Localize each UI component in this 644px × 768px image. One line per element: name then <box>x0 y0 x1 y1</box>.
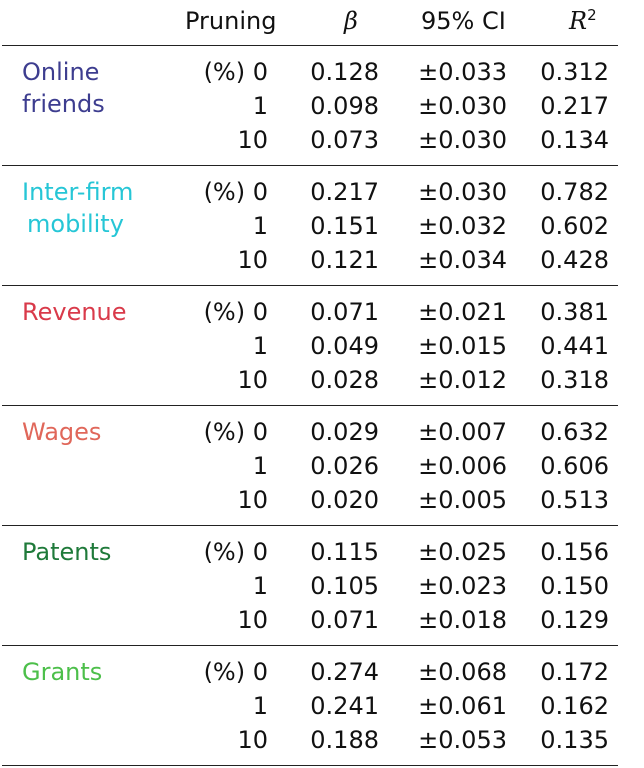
header-r2-superscript: 2 <box>587 6 597 24</box>
pruning-cell: 10 <box>237 486 268 514</box>
group-separator-rule <box>2 765 618 766</box>
group-label-line: Inter-firm <box>22 178 134 206</box>
ci-cell: ±0.030 <box>418 92 507 120</box>
header-r2-base: R <box>569 7 588 35</box>
pruning-cell: 1 <box>252 332 268 360</box>
beta-cell: 0.241 <box>310 692 379 720</box>
beta-cell: 0.071 <box>310 298 379 326</box>
beta-cell: 0.098 <box>310 92 379 120</box>
ci-cell: ±0.005 <box>418 486 507 514</box>
r2-cell: 0.428 <box>540 246 609 274</box>
group-label-line: Wages <box>22 418 102 446</box>
group-separator-rule <box>2 165 618 166</box>
beta-cell: 0.028 <box>310 366 379 394</box>
pruning-cell: 1 <box>252 452 268 480</box>
beta-cell: 0.274 <box>310 658 379 686</box>
beta-cell: 0.073 <box>310 126 379 154</box>
group-label-line: mobility <box>27 210 124 238</box>
ci-cell: ±0.007 <box>418 418 507 446</box>
r2-cell: 0.135 <box>540 726 609 754</box>
r2-cell: 0.513 <box>540 486 609 514</box>
ci-cell: ±0.032 <box>418 212 507 240</box>
header-pruning: Pruning <box>185 7 277 35</box>
r2-cell: 0.217 <box>540 92 609 120</box>
ci-cell: ±0.006 <box>418 452 507 480</box>
pruning-cell: (%) 0 <box>203 658 268 686</box>
beta-cell: 0.121 <box>310 246 379 274</box>
ci-cell: ±0.034 <box>418 246 507 274</box>
r2-cell: 0.441 <box>540 332 609 360</box>
ci-cell: ±0.023 <box>418 572 507 600</box>
pruning-cell: 1 <box>252 572 268 600</box>
ci-cell: ±0.015 <box>418 332 507 360</box>
header-ci: 95% CI <box>421 7 506 35</box>
pruning-cell: 10 <box>237 366 268 394</box>
r2-cell: 0.606 <box>540 452 609 480</box>
beta-cell: 0.049 <box>310 332 379 360</box>
r2-cell: 0.381 <box>540 298 609 326</box>
group-label-line: Patents <box>22 538 112 566</box>
group-label-line: Revenue <box>22 298 127 326</box>
pruning-cell: (%) 0 <box>203 418 268 446</box>
header-beta: β <box>344 7 358 35</box>
ci-cell: ±0.021 <box>418 298 507 326</box>
group-separator-rule <box>2 285 618 286</box>
ci-cell: ±0.030 <box>418 178 507 206</box>
group-label-line: Grants <box>22 658 103 686</box>
pruning-cell: 1 <box>252 92 268 120</box>
r2-cell: 0.312 <box>540 58 609 86</box>
header-r2: R2 <box>569 6 597 35</box>
pruning-cell: 10 <box>237 726 268 754</box>
r2-cell: 0.150 <box>540 572 609 600</box>
r2-cell: 0.782 <box>540 178 609 206</box>
beta-cell: 0.115 <box>310 538 379 566</box>
ci-cell: ±0.025 <box>418 538 507 566</box>
r2-cell: 0.162 <box>540 692 609 720</box>
r2-cell: 0.602 <box>540 212 609 240</box>
pruning-cell: 10 <box>237 126 268 154</box>
pruning-cell: (%) 0 <box>203 298 268 326</box>
pruning-cell: (%) 0 <box>203 538 268 566</box>
ci-cell: ±0.030 <box>418 126 507 154</box>
beta-cell: 0.151 <box>310 212 379 240</box>
group-separator-rule <box>2 405 618 406</box>
beta-cell: 0.029 <box>310 418 379 446</box>
ci-cell: ±0.061 <box>418 692 507 720</box>
beta-cell: 0.217 <box>310 178 379 206</box>
r2-cell: 0.632 <box>540 418 609 446</box>
group-label-line: Online <box>22 58 100 86</box>
beta-cell: 0.105 <box>310 572 379 600</box>
r2-cell: 0.134 <box>540 126 609 154</box>
ci-cell: ±0.012 <box>418 366 507 394</box>
ci-cell: ±0.068 <box>418 658 507 686</box>
r2-cell: 0.318 <box>540 366 609 394</box>
group-separator-rule <box>2 525 618 526</box>
pruning-cell: (%) 0 <box>203 178 268 206</box>
pruning-cell: 1 <box>252 692 268 720</box>
header-rule <box>2 45 618 46</box>
beta-cell: 0.128 <box>310 58 379 86</box>
pruning-cell: 1 <box>252 212 268 240</box>
pruning-cell: (%) 0 <box>203 58 268 86</box>
pruning-cell: 10 <box>237 606 268 634</box>
r2-cell: 0.129 <box>540 606 609 634</box>
group-label-line: friends <box>22 90 105 118</box>
r2-cell: 0.172 <box>540 658 609 686</box>
beta-cell: 0.071 <box>310 606 379 634</box>
beta-cell: 0.020 <box>310 486 379 514</box>
ci-cell: ±0.033 <box>418 58 507 86</box>
r2-cell: 0.156 <box>540 538 609 566</box>
pruning-cell: 10 <box>237 246 268 274</box>
ci-cell: ±0.018 <box>418 606 507 634</box>
beta-cell: 0.026 <box>310 452 379 480</box>
ci-cell: ±0.053 <box>418 726 507 754</box>
group-separator-rule <box>2 645 618 646</box>
beta-cell: 0.188 <box>310 726 379 754</box>
